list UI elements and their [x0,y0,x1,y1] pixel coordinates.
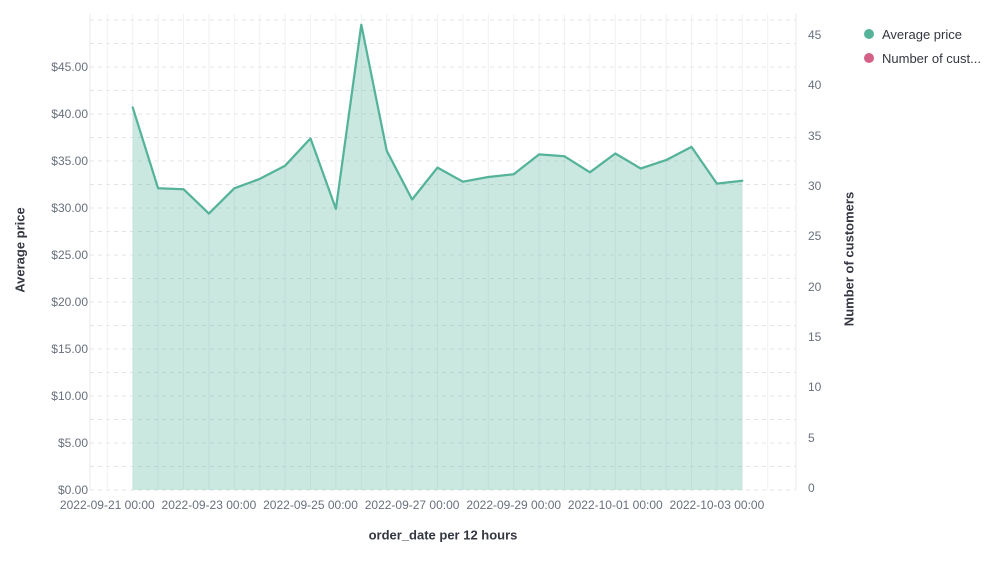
legend-dot-icon [864,29,874,39]
y-right-tick-label: 0 [808,481,815,495]
x-tick-label: 2022-09-29 00:00 [466,498,562,512]
y-left-tick-label: $30.00 [51,201,88,215]
legend-label: Number of cust... [882,50,981,66]
y-right-tick-label: 35 [808,128,822,143]
y-left-tick-label: $0.00 [57,483,88,497]
y-axis-title-left: Average price [12,207,28,293]
average-price-area [132,24,743,490]
y-left-tick-label: $20.00 [51,295,88,309]
legend-dot-icon [864,53,874,63]
legend-label: Average price [882,26,962,42]
legend-item-average-price[interactable]: Average price [864,22,1004,46]
y-right-tick-label: 45 [808,27,822,42]
y-left-tick-label: $5.00 [57,436,88,450]
x-axis-title: order_date per 12 hours [368,527,518,543]
gridlines [89,14,797,491]
y-left-tick-label: $45.00 [51,60,88,74]
y-left-tick-label: $10.00 [51,389,88,403]
legend-item-number-of-customers[interactable]: Number of cust... [864,46,1004,70]
x-tick-label: 2022-10-01 00:00 [567,498,663,512]
x-tick-label: 2022-09-27 00:00 [364,498,460,512]
y-right-tick-label: 20 [808,279,822,294]
y-left-tick-label: $25.00 [51,248,88,262]
y-right-tick-label: 5 [808,430,815,445]
y-right-tick-label: 25 [808,229,822,244]
x-tick-label: 2022-09-21 00:00 [59,498,155,512]
y-right-tick-label: 40 [808,78,822,93]
y-right-tick-label: 15 [808,329,822,344]
y-left-tick-label: $40.00 [51,107,88,121]
x-tick-label: 2022-10-03 00:00 [669,498,765,512]
x-tick-label: 2022-09-25 00:00 [263,498,358,512]
y-left-tick-label: $35.00 [51,154,88,168]
x-tick-label: 2022-09-23 00:00 [161,498,257,512]
y-right-tick-label: 10 [808,380,822,395]
y-axis-title-right: Number of customers [841,191,857,327]
y-left-tick-label: $15.00 [51,342,88,356]
legend: Average price Number of cust... [864,22,1004,70]
y-right-tick-label: 30 [808,178,822,193]
average-price-line [131,23,744,215]
